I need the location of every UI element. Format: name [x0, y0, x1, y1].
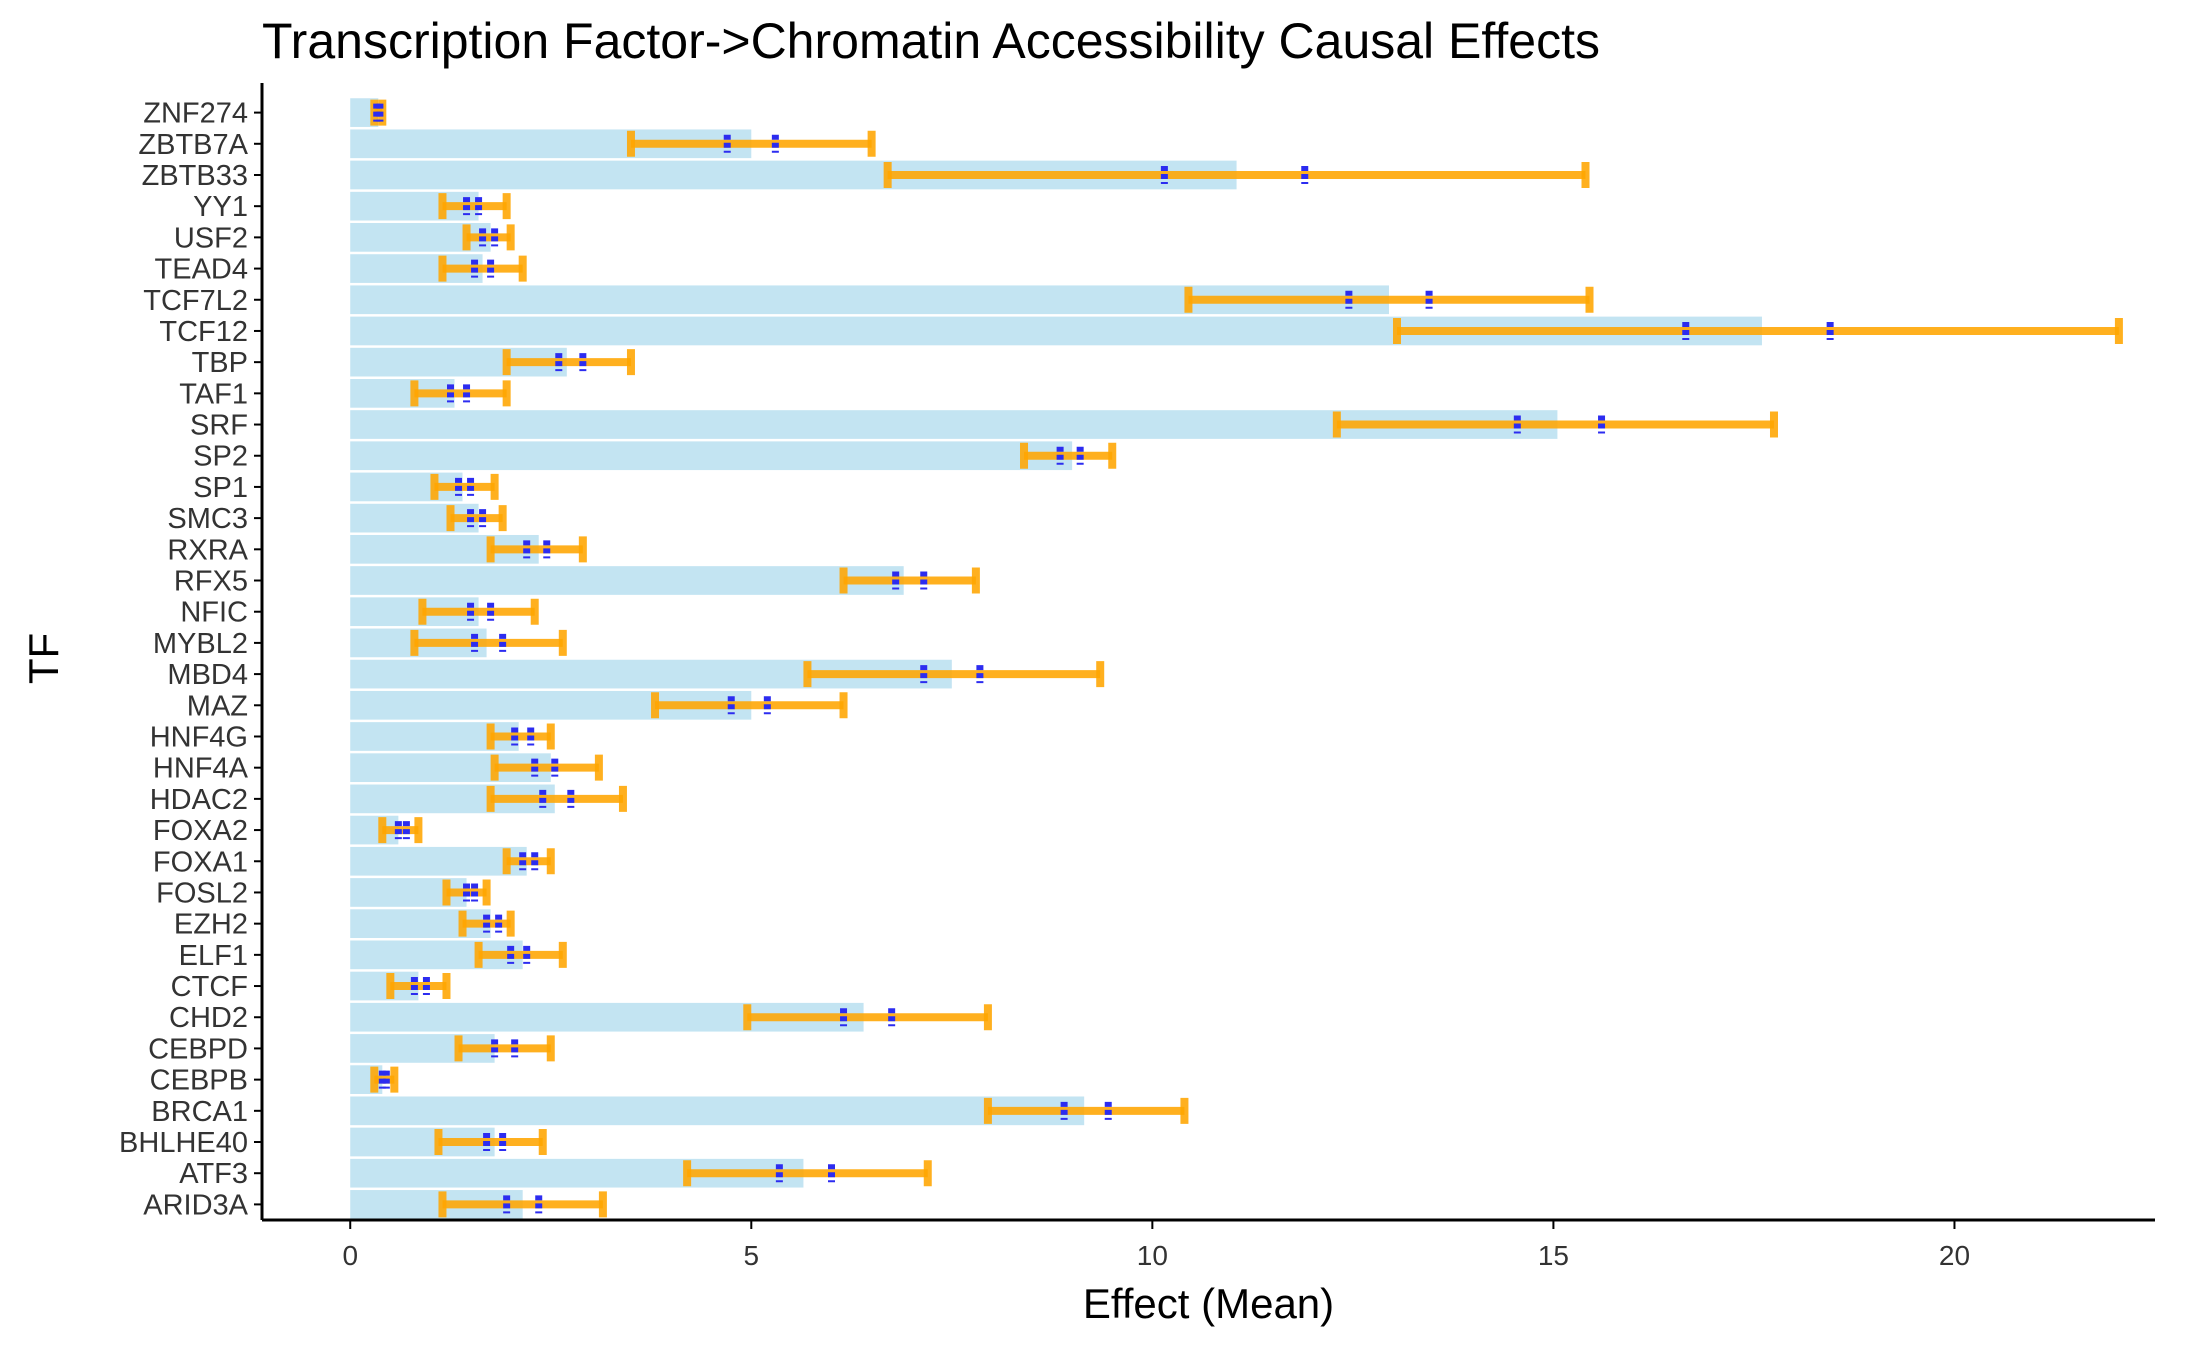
y-tick-label-ctcf: CTCF	[171, 971, 248, 1003]
y-tick-label-sp1: SP1	[193, 472, 248, 504]
x-tick-label-20: 20	[1939, 1240, 1970, 1271]
errorbar-hdac2	[486, 785, 627, 812]
y-tick-label-brca1: BRCA1	[151, 1096, 248, 1128]
errorbar-atf3	[683, 1160, 932, 1187]
y-axis-label: TF	[20, 633, 67, 684]
y-tick-label-usf2: USF2	[174, 222, 248, 254]
x-tick-label-15: 15	[1538, 1240, 1569, 1271]
y-tick-label-ezh2: EZH2	[174, 909, 248, 941]
bars-layer	[350, 98, 1762, 1219]
errorbar-cebpd	[454, 1035, 555, 1062]
errorbar-maz	[651, 692, 848, 719]
errorbar-rfx5	[839, 567, 980, 594]
errorbar-srf	[1332, 411, 1778, 438]
axes-layer	[260, 83, 2155, 1222]
errorbar-brca1	[983, 1097, 1189, 1124]
y-tick-label-arid3a: ARID3A	[143, 1189, 248, 1221]
chart-title: Transcription Factor->Chromatin Accessib…	[262, 13, 1600, 69]
errorbar-hnf4a	[490, 754, 603, 781]
y-tick-label-zbtb7a: ZBTB7A	[138, 129, 248, 161]
errorbar-mybl2	[410, 629, 567, 656]
y-tick-label-hnf4a: HNF4A	[153, 753, 249, 785]
bar-brca1	[350, 1096, 1085, 1126]
errorbar-tead4	[438, 255, 527, 282]
bar-foxa1	[350, 846, 527, 876]
errorbar-usf2	[462, 224, 515, 251]
errorbar-bhlhe40	[434, 1129, 547, 1156]
y-tick-label-sp2: SP2	[193, 441, 248, 473]
errorbar-ctcf	[386, 973, 451, 1000]
y-tick-label-atf3: ATF3	[179, 1158, 248, 1190]
y-tick-label-nfic: NFIC	[180, 597, 248, 629]
x-tick-label-0: 0	[342, 1240, 358, 1271]
errorbar-zbtb7a	[626, 130, 876, 157]
errorbar-rxra	[486, 536, 587, 563]
y-tick-label-bhlhe40: BHLHE40	[119, 1127, 248, 1159]
errorbar-foxa1	[502, 848, 555, 875]
y-tick-label-tead4: TEAD4	[155, 254, 248, 286]
y-tick-label-yy1: YY1	[193, 191, 248, 223]
y-tick-label-zbtb33: ZBTB33	[142, 160, 248, 192]
errorbar-taf1	[410, 380, 511, 407]
x-tick-label-10: 10	[1137, 1240, 1168, 1271]
errorbar-zbtb33	[883, 161, 1590, 188]
y-tick-label-fosl2: FOSL2	[156, 877, 248, 909]
x-tick-layer: 0 5 10 15 20	[342, 1220, 1970, 1271]
y-tick-label-mbd4: MBD4	[167, 659, 248, 691]
x-axis-label: Effect (Mean)	[1083, 1280, 1334, 1327]
y-tick-label-foxa1: FOXA1	[153, 846, 248, 878]
y-tick-label-cebpb: CEBPB	[150, 1065, 248, 1097]
y-tick-label-mybl2: MYBL2	[153, 628, 248, 660]
bar-rfx5	[350, 566, 904, 595]
y-tick-label-tcf7l2: TCF7L2	[143, 285, 248, 317]
errorbars-layer	[370, 99, 2123, 1218]
errorbar-yy1	[438, 193, 511, 220]
y-tick-label-foxa2: FOXA2	[153, 815, 248, 847]
errorbar-elf1	[474, 941, 567, 968]
inner-marks-layer	[373, 103, 1834, 1214]
x-tick-label-5: 5	[744, 1240, 760, 1271]
y-tick-label-maz: MAZ	[187, 690, 248, 722]
errorbar-chd2	[743, 1004, 992, 1031]
y-tick-label-taf1: TAF1	[179, 378, 248, 410]
errorbar-tbp	[502, 349, 635, 376]
errorbar-nfic	[418, 598, 539, 625]
errorbar-sp2	[1020, 442, 1117, 469]
y-tick-label-tbp: TBP	[192, 347, 248, 379]
y-tick-label-rxra: RXRA	[167, 534, 248, 566]
errorbar-mbd4	[803, 661, 1105, 688]
y-tick-label-rfx5: RFX5	[174, 566, 248, 598]
y-tick-layer: ZNF274ZBTB7AZBTB33YY1USF2TEAD4TCF7L2TCF1…	[119, 98, 262, 1221]
errorbar-tcf12	[1392, 317, 2123, 344]
y-tick-label-elf1: ELF1	[179, 940, 248, 972]
errorbar-smc3	[446, 505, 507, 532]
errorbar-hnf4g	[486, 723, 555, 750]
errorbar-sp1	[430, 473, 499, 500]
y-tick-label-hnf4g: HNF4G	[150, 721, 248, 753]
bar-sp2	[350, 441, 1073, 471]
y-tick-label-chd2: CHD2	[169, 1002, 248, 1034]
y-tick-label-cebpd: CEBPD	[148, 1033, 248, 1065]
errorbar-arid3a	[438, 1191, 607, 1218]
y-tick-label-hdac2: HDAC2	[150, 784, 248, 816]
y-tick-label-tcf12: TCF12	[159, 316, 248, 348]
y-tick-label-srf: SRF	[190, 410, 248, 442]
y-tick-label-znf274: ZNF274	[143, 98, 248, 130]
y-tick-label-smc3: SMC3	[167, 503, 248, 535]
errorbar-tcf7l2	[1184, 286, 1594, 313]
